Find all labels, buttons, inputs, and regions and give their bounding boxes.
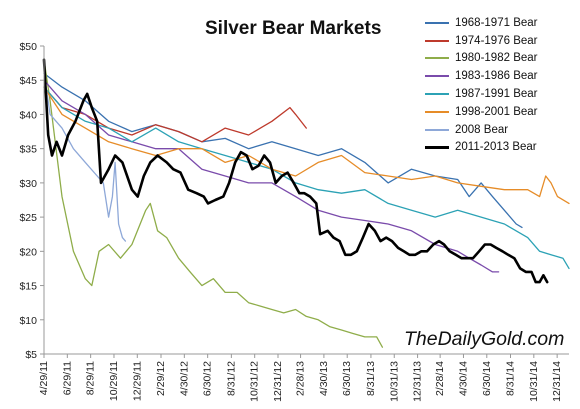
y-axis-ticks: $5 $10 $15 $20 $25 $30 $35 $40 $45 $50	[19, 41, 44, 361]
x-tick-label: 8/31/12	[225, 361, 237, 396]
x-tick-label: 10/31/12	[249, 361, 261, 402]
legend-swatch	[425, 128, 449, 131]
legend-label: 1998-2001 Bear	[455, 105, 538, 118]
legend-swatch	[425, 93, 449, 96]
series-line	[43, 72, 523, 229]
legend-item: 1987-1991 Bear	[425, 85, 575, 103]
x-tick-label: 6/30/12	[202, 361, 214, 396]
y-tick-label: $5	[25, 349, 37, 361]
x-tick-label: 10/29/11	[108, 361, 120, 401]
legend-item: 2008 Bear	[425, 121, 575, 139]
legend-item: 1974-1976 Bear	[425, 32, 575, 50]
x-tick-label: 6/30/14	[481, 361, 493, 396]
legend-item: 1980-1982 Bear	[425, 50, 575, 68]
x-axis-ticks: 4/29/11 6/29/11 8/29/11 10/29/11 12/29/11 2/2…	[38, 354, 563, 402]
legend-swatch	[425, 110, 449, 113]
x-tick-label: 4/30/12	[178, 361, 190, 396]
x-tick-label: 8/29/11	[85, 361, 97, 395]
legend-label: 1980-1982 Bear	[455, 52, 538, 65]
series-line	[43, 86, 307, 143]
x-tick-label: 10/31/14	[528, 361, 540, 402]
y-tick-label: $35	[19, 144, 37, 156]
legend-item: 2011-2013 Bear	[425, 139, 575, 157]
y-tick-label: $15	[19, 281, 37, 293]
plot-lines	[42, 58, 570, 348]
y-tick-label: $50	[19, 41, 37, 53]
y-tick-label: $20	[19, 246, 37, 258]
x-tick-label: 8/31/13	[365, 361, 377, 396]
legend-item: 1968-1971 Bear	[425, 14, 575, 32]
legend-label: 1987-1991 Bear	[455, 88, 538, 101]
x-tick-label: 8/31/14	[504, 361, 516, 396]
legend-label: 2008 Bear	[455, 123, 509, 136]
x-tick-label: 12/31/14	[551, 361, 563, 402]
legend-item: 1983-1986 Bear	[425, 67, 575, 85]
x-tick-label: 12/31/12	[272, 361, 284, 402]
legend-swatch	[425, 75, 449, 78]
series-line	[43, 79, 500, 273]
axes	[43, 46, 569, 355]
legend-swatch	[425, 145, 449, 149]
x-tick-label: 6/29/11	[61, 361, 73, 395]
x-tick-label: 2/29/12	[155, 361, 167, 396]
x-tick-label: 2/28/13	[295, 361, 307, 396]
legend-label: 1983-1986 Bear	[455, 70, 538, 83]
watermark: TheDailyGold.com	[404, 328, 565, 350]
legend-label: 1968-1971 Bear	[455, 16, 538, 29]
y-tick-label: $10	[19, 315, 37, 327]
series-line	[43, 86, 570, 270]
chart-legend: 1968-1971 Bear 1974-1976 Bear 1980-1982 Be…	[425, 14, 575, 156]
y-tick-label: $40	[19, 109, 37, 121]
x-tick-label: 4/29/11	[38, 361, 50, 395]
chart-title: Silver Bear Markets	[205, 18, 382, 39]
x-tick-label: 4/30/14	[457, 361, 469, 396]
series-line	[42, 58, 549, 284]
x-tick-label: 12/29/11	[131, 361, 143, 401]
legend-item: 1998-2001 Bear	[425, 103, 575, 121]
y-tick-label: $25	[19, 212, 37, 224]
series-line	[43, 59, 384, 348]
legend-swatch	[425, 21, 449, 24]
y-tick-label: $45	[19, 75, 37, 87]
x-tick-label: 4/30/13	[318, 361, 330, 396]
series-line	[43, 86, 570, 205]
series-line	[43, 72, 127, 242]
x-tick-label: 6/30/13	[341, 361, 353, 396]
x-tick-label: 12/31/13	[412, 361, 424, 402]
legend-label: 1974-1976 Bear	[455, 34, 538, 47]
legend-swatch	[425, 39, 449, 42]
x-tick-label: 10/31/13	[388, 361, 400, 402]
legend-label: 2011-2013 Bear	[455, 141, 537, 154]
y-tick-label: $30	[19, 178, 37, 190]
x-tick-label: 2/28/14	[434, 361, 446, 396]
legend-swatch	[425, 57, 449, 60]
